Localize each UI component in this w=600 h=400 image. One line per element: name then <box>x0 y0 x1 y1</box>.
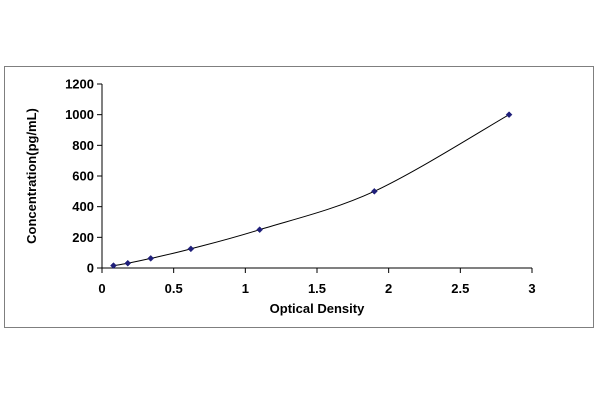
x-tick-label: 1.5 <box>308 281 326 296</box>
x-axis-title: Optical Density <box>270 301 365 316</box>
y-tick-labels: 0 200 400 600 800 1000 1200 <box>65 77 94 276</box>
y-tick-label: 600 <box>72 169 94 184</box>
y-tick-label: 0 <box>87 261 94 276</box>
y-tick-label: 1000 <box>65 107 94 122</box>
fit-curve <box>113 114 510 267</box>
y-tick-label: 800 <box>72 138 94 153</box>
data-point <box>256 226 264 234</box>
axes <box>97 83 533 273</box>
data-points <box>110 111 513 269</box>
x-tick-label: 2.5 <box>451 281 469 296</box>
data-point <box>187 245 195 253</box>
data-point <box>370 187 378 195</box>
x-tick-labels: 0 0.5 1 1.5 2 2.5 3 <box>98 281 535 296</box>
x-tick-label: 0.5 <box>165 281 183 296</box>
y-axis-title: Concentration(pg/mL) <box>24 108 39 244</box>
y-tick-label: 400 <box>72 199 94 214</box>
x-tick-label: 0 <box>98 281 105 296</box>
data-point <box>110 262 117 269</box>
fit-curve-line <box>113 114 510 267</box>
x-tick-label: 3 <box>528 281 535 296</box>
data-point <box>124 259 132 267</box>
data-point <box>147 255 155 262</box>
y-tick-label: 200 <box>72 230 94 245</box>
x-tick-label: 1 <box>242 281 249 296</box>
y-tick-label: 1200 <box>65 77 94 92</box>
x-tick-label: 2 <box>385 281 392 296</box>
data-point <box>505 111 513 119</box>
